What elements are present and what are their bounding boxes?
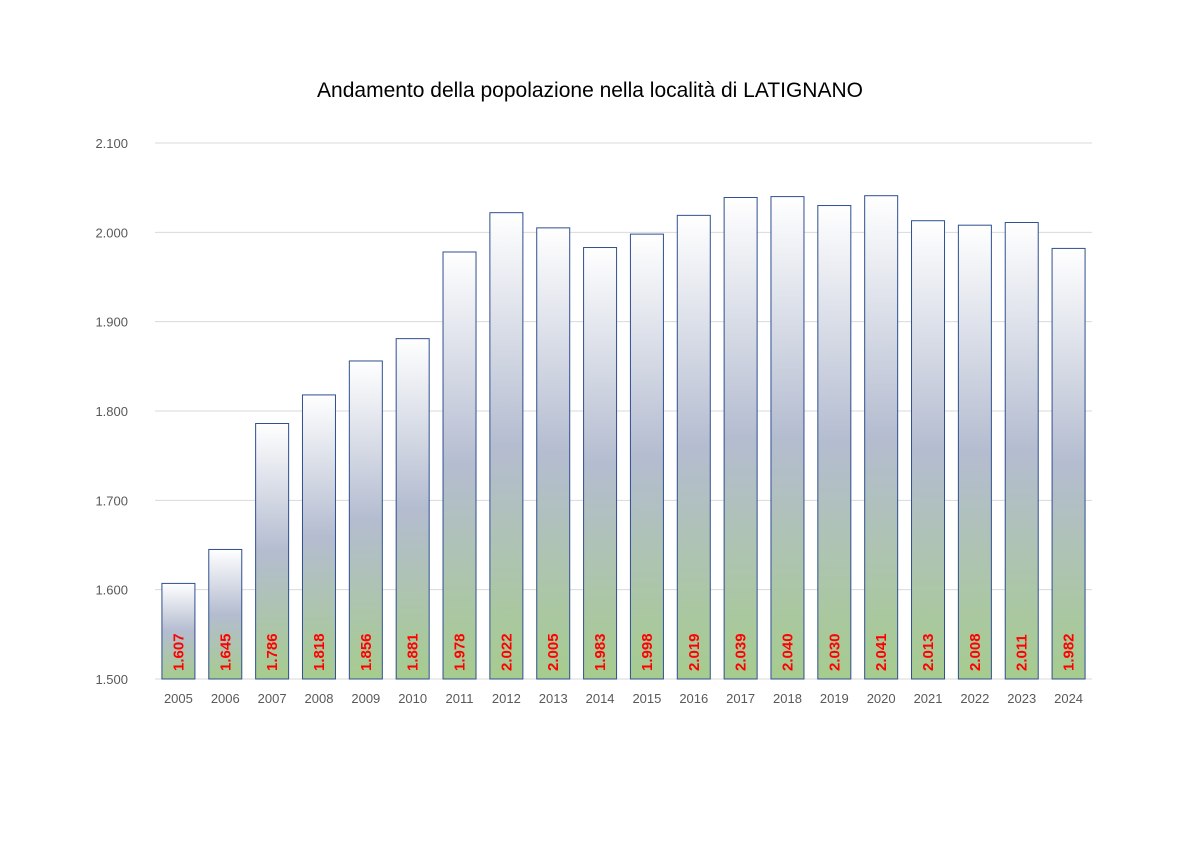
data-labels: 1.607 1.645 1.786 1.818 1.856 1.881 1.978 2.022… xyxy=(170,633,1077,671)
bar-2014 xyxy=(583,247,618,680)
bar-2015 xyxy=(629,233,664,680)
bar-2017 xyxy=(723,196,758,680)
bar-2021 xyxy=(911,220,946,680)
data-label: 2.030 xyxy=(826,633,843,671)
data-label: 1.982 xyxy=(1061,633,1078,671)
y-axis-ticks: 1.500 1.600 1.700 1.800 1.900 2.000 2.100 xyxy=(95,136,128,687)
bar-2005 xyxy=(161,582,196,680)
x-tick-label: 2021 xyxy=(914,691,943,706)
x-tick-label: 2007 xyxy=(258,691,287,706)
data-label: 2.040 xyxy=(779,633,796,671)
data-label: 1.786 xyxy=(264,633,281,671)
data-label: 2.022 xyxy=(498,633,515,671)
x-tick-label: 2011 xyxy=(446,691,474,706)
data-label: 1.856 xyxy=(358,633,375,671)
x-tick-label: 2019 xyxy=(820,691,849,706)
bar-2012 xyxy=(489,212,524,680)
y-tick-label: 2.000 xyxy=(95,225,128,240)
x-tick-label: 2016 xyxy=(679,691,708,706)
bar-2010 xyxy=(395,338,430,680)
x-axis-ticks: 2005 2006 2007 2008 2009 2010 2011 2012 2013 2014… xyxy=(164,691,1083,706)
x-tick-label: 2023 xyxy=(1007,691,1036,706)
bar-2018 xyxy=(770,196,805,680)
data-label: 2.039 xyxy=(733,633,750,671)
y-tick-label: 1.600 xyxy=(95,583,128,598)
data-label: 1.645 xyxy=(217,633,234,671)
y-tick-label: 1.700 xyxy=(95,493,128,508)
x-tick-label: 2012 xyxy=(492,691,521,706)
bar-2013 xyxy=(536,227,571,680)
y-tick-label: 1.500 xyxy=(95,672,128,687)
y-tick-label: 1.800 xyxy=(95,404,128,419)
bar-2020 xyxy=(864,195,899,680)
bar-2009 xyxy=(348,360,383,680)
bar-2006 xyxy=(208,548,243,680)
bar-2024 xyxy=(1051,247,1086,680)
x-tick-label: 2020 xyxy=(867,691,896,706)
x-tick-label: 2015 xyxy=(632,691,661,706)
data-label: 2.011 xyxy=(1014,634,1031,671)
bar-2011 xyxy=(442,251,477,680)
y-tick-label: 1.900 xyxy=(95,315,128,330)
bar-2007 xyxy=(255,423,290,680)
data-label: 2.041 xyxy=(873,633,890,671)
x-tick-label: 2017 xyxy=(726,691,755,706)
chart-title: Andamento della popolazione nella locali… xyxy=(317,79,863,102)
data-label: 1.818 xyxy=(311,633,328,671)
x-tick-label: 2024 xyxy=(1054,691,1083,706)
data-label: 2.008 xyxy=(967,633,984,671)
bars xyxy=(161,195,1086,680)
x-tick-label: 2014 xyxy=(586,691,615,706)
data-label: 2.019 xyxy=(686,633,703,671)
data-label: 2.013 xyxy=(920,633,937,671)
gridlines xyxy=(155,142,1092,680)
data-label: 1.983 xyxy=(592,633,609,671)
x-tick-label: 2009 xyxy=(351,691,380,706)
bar-2016 xyxy=(676,214,711,680)
data-label: 1.607 xyxy=(170,633,187,671)
x-tick-label: 2013 xyxy=(539,691,568,706)
bar-2022 xyxy=(957,224,992,680)
bar-2023 xyxy=(1004,222,1039,680)
data-label: 1.881 xyxy=(405,633,422,671)
x-tick-label: 2018 xyxy=(773,691,802,706)
data-label: 1.998 xyxy=(639,633,656,671)
bar-2019 xyxy=(817,205,852,680)
data-label: 2.005 xyxy=(545,633,562,671)
bar-2008 xyxy=(301,394,336,680)
y-tick-label: 2.100 xyxy=(95,136,128,151)
x-tick-label: 2010 xyxy=(398,691,427,706)
x-tick-label: 2022 xyxy=(960,691,989,706)
data-label: 1.978 xyxy=(452,633,469,671)
x-tick-label: 2005 xyxy=(164,691,193,706)
x-tick-label: 2008 xyxy=(305,691,334,706)
x-tick-label: 2006 xyxy=(211,691,240,706)
